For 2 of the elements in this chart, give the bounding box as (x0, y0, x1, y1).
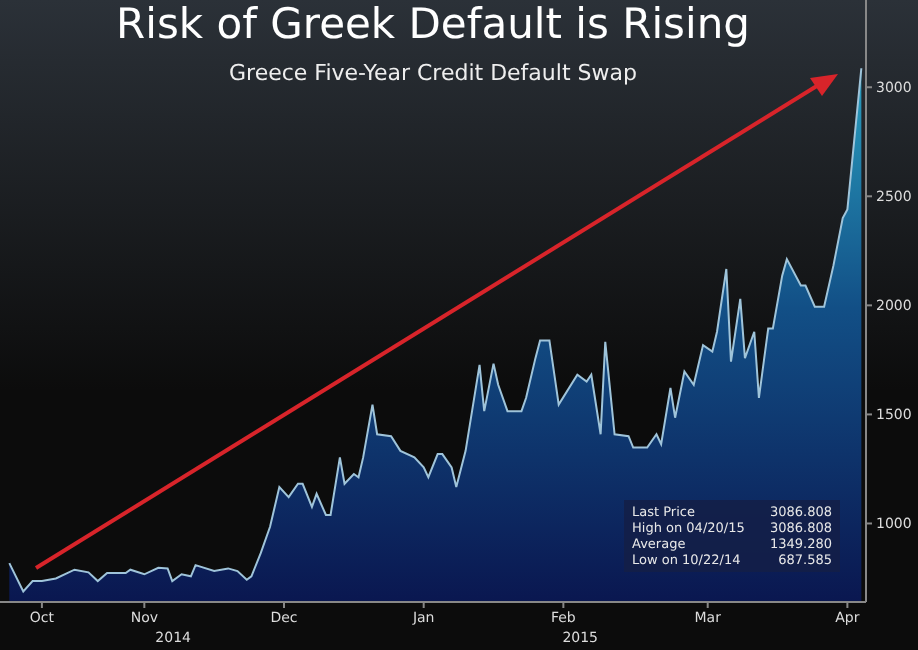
text: Greece Five-Year Credit Default Swap (229, 60, 637, 86)
chart-title: Risk of Greek Default is Rising (116, 0, 750, 48)
